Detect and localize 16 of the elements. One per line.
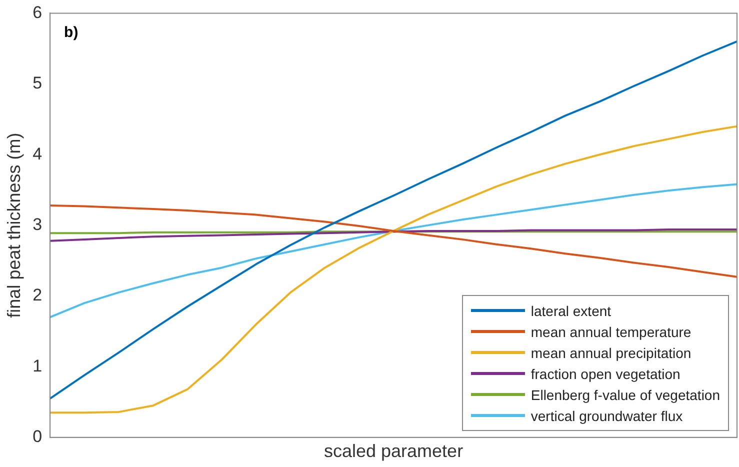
y-tick-label: 2 — [32, 286, 42, 305]
legend-label: fraction open vegetation — [530, 366, 680, 382]
y-tick-label: 4 — [32, 144, 42, 164]
y-axis-title: final peat thickness (m) — [4, 132, 24, 318]
y-tick-label: 0 — [32, 427, 42, 446]
legend-label: lateral extent — [530, 302, 612, 319]
y-tick-label: 6 — [32, 2, 42, 22]
annotation: b) — [64, 24, 78, 41]
x-axis-title: scaled parameter — [324, 441, 464, 462]
legend-label: mean annual temperature — [530, 324, 692, 340]
legend-label: Ellenberg f-value of vegetation — [530, 386, 720, 403]
y-tick-label: 3 — [32, 214, 42, 234]
legend-label: mean annual precipitation — [530, 344, 692, 361]
y-tick-label: 1 — [32, 356, 42, 376]
legend-label: vertical groundwater flux — [530, 408, 683, 424]
y-tick-label: 5 — [32, 74, 42, 93]
